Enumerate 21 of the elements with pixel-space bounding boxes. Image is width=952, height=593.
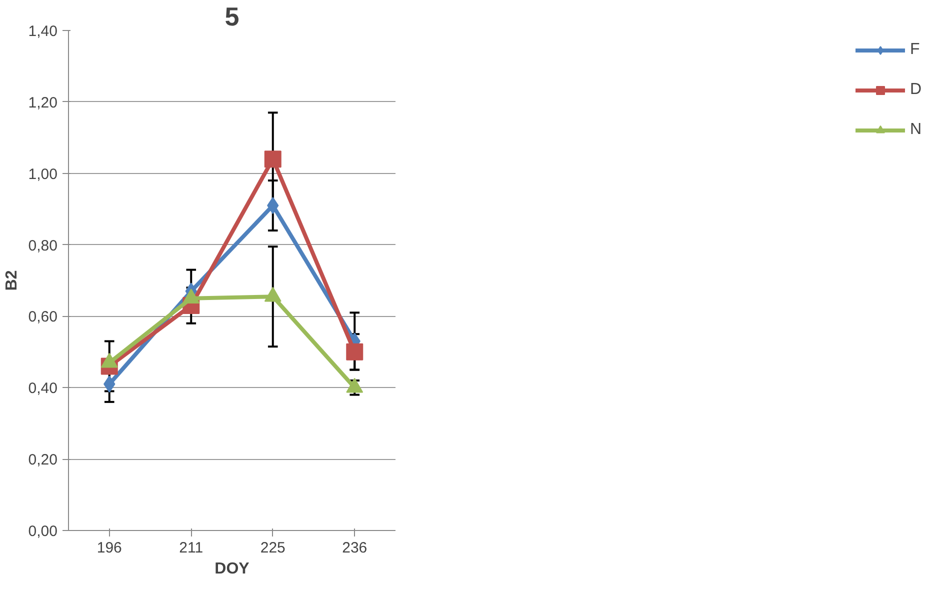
x-tick-label: 236 — [342, 540, 368, 556]
chart-title: 5 — [224, 2, 240, 32]
x-tick-label: 225 — [260, 540, 286, 556]
legend-label: F — [910, 41, 921, 59]
y-tick-label: 0,60 — [28, 308, 58, 326]
point — [346, 343, 364, 360]
y-tick-label: 0,20 — [28, 452, 58, 469]
y-tick-label: 1,20 — [28, 94, 58, 112]
y-axis-title: B2 — [3, 270, 20, 291]
legend-label: D — [910, 81, 923, 99]
x-tick-label: 196 — [96, 540, 122, 556]
y-tick-label: 0,00 — [28, 523, 58, 540]
y-tick-label: 0,80 — [28, 237, 58, 254]
x-axis-title: DOY — [214, 560, 250, 578]
point — [264, 150, 282, 168]
y-tick-label: 1,00 — [28, 166, 58, 183]
x-tick-label: 211 — [179, 540, 204, 556]
y-tick-label: 0,40 — [28, 380, 58, 398]
point — [267, 197, 279, 214]
legend-label: N — [910, 121, 923, 139]
y-tick-label: 1,40 — [28, 23, 58, 40]
